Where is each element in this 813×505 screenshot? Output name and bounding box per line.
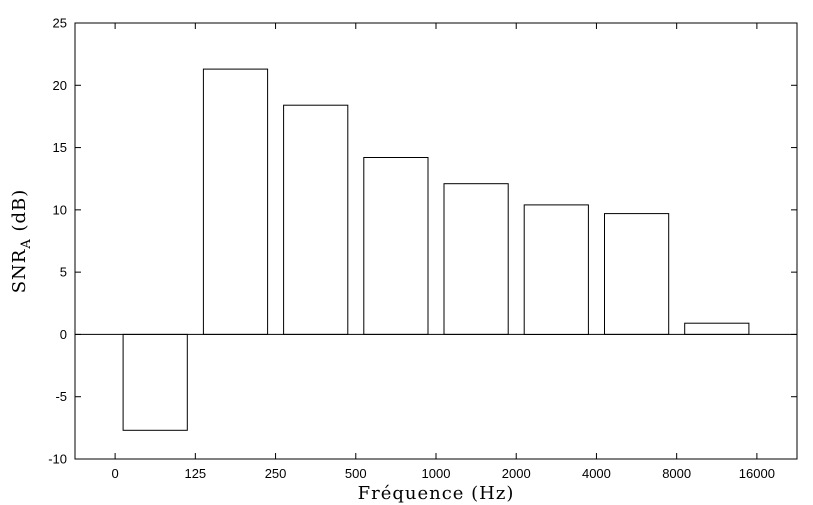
y-tick-label: 20 — [53, 78, 67, 93]
y-axis-label-unit: (dB) — [9, 189, 30, 232]
y-tick-label: -10 — [48, 452, 67, 467]
y-axis-label-subscript: A — [19, 238, 34, 249]
y-axis-title: SNRA (dB) — [9, 189, 34, 294]
y-tick-label: 10 — [53, 202, 67, 217]
x-tick-label: 1000 — [422, 466, 451, 481]
x-tick-label: 8000 — [662, 466, 691, 481]
bar-125-250 — [202, 68, 269, 335]
y-tick-label: 15 — [53, 140, 67, 155]
x-tick-label: 0 — [111, 466, 118, 481]
x-tick-label: 500 — [345, 466, 367, 481]
x-tick-label: 4000 — [582, 466, 611, 481]
bar-2000-4000 — [523, 204, 589, 335]
bar-8000-16000 — [684, 322, 750, 335]
y-axis-label-main: SNR — [9, 249, 30, 294]
plot-frame — [74, 22, 798, 460]
bar-1000-2000 — [443, 183, 509, 335]
x-axis-label: Fréquence (Hz) — [358, 483, 515, 504]
y-tick-label: 25 — [53, 16, 67, 31]
y-tick-label: 5 — [60, 265, 67, 280]
bar-4000-8000 — [604, 213, 670, 335]
x-tick-label: 125 — [184, 466, 206, 481]
x-tick-label: 250 — [265, 466, 287, 481]
bar-250-500 — [283, 104, 349, 335]
x-tick-label: 2000 — [502, 466, 531, 481]
y-tick-label: -5 — [55, 389, 67, 404]
bar-0-125 — [122, 333, 188, 431]
bars-layer — [122, 68, 750, 431]
y-tick-label: 0 — [60, 327, 67, 342]
y-axis-label-space — [9, 232, 30, 239]
y-axis-label: SNRA (dB) — [9, 189, 34, 294]
x-tick-label: 16000 — [739, 466, 775, 481]
bar-500-1000 — [363, 157, 429, 335]
